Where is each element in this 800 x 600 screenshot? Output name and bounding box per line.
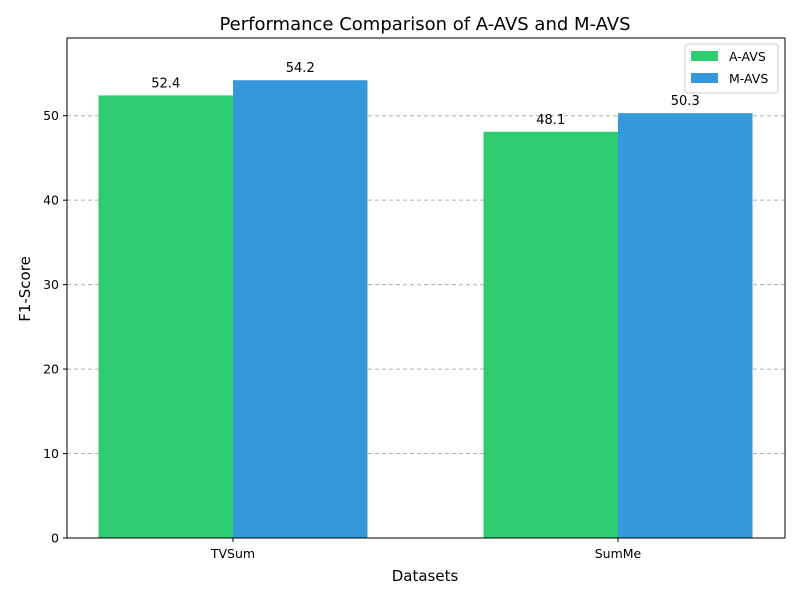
y-axis-ticks: 0 10 20 30 40 50 — [43, 108, 67, 546]
bar-data-label: 54.2 — [286, 61, 315, 76]
y-tick-label: 0 — [51, 531, 59, 546]
bar-a-avs-summe — [483, 131, 618, 538]
x-tick-label: TVSum — [210, 546, 255, 561]
y-tick-label: 30 — [43, 277, 59, 292]
y-tick-label: 20 — [43, 362, 59, 377]
legend: A-AVS M-AVS — [684, 43, 779, 94]
bar-data-label: 52.4 — [151, 76, 180, 91]
plot-frame — [66, 37, 786, 539]
legend-swatch-m-avs — [691, 73, 718, 83]
bar-a-avs-tvsum — [98, 95, 233, 538]
chart-title: Performance Comparison of A-AVS and M-AV… — [219, 14, 630, 35]
x-axis-label: Datasets — [392, 567, 459, 585]
bars — [98, 80, 753, 539]
bar-m-avs-summe — [618, 113, 753, 539]
y-tick-label: 40 — [43, 193, 59, 208]
legend-label-a-avs: A-AVS — [729, 49, 766, 64]
x-tick-label: SumMe — [595, 546, 642, 561]
bar-data-label: 50.3 — [671, 94, 700, 109]
y-axis-label: F1-Score — [16, 256, 34, 322]
y-tick-label: 10 — [43, 446, 59, 461]
bar-m-avs-tvsum — [233, 80, 368, 538]
data-labels: 52.4 54.2 48.1 50.3 — [151, 61, 699, 128]
legend-swatch-a-avs — [691, 51, 718, 61]
y-tick-label: 50 — [43, 108, 59, 123]
bar-data-label: 48.1 — [536, 113, 565, 128]
x-axis-ticks: TVSum SumMe — [210, 538, 642, 561]
legend-label-m-avs: M-AVS — [729, 71, 768, 86]
